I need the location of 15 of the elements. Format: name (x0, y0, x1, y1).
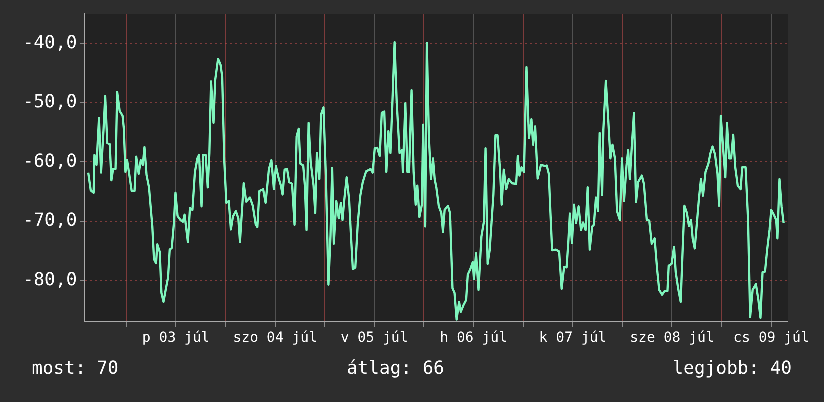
y-tick-label: -50,0 (22, 92, 78, 113)
x-tick-label: p 03 júl (142, 330, 210, 346)
x-tick-label: k 07 júl (539, 330, 607, 346)
x-tick-label: v 05 júl (340, 330, 408, 346)
y-tick-label: -60,0 (22, 150, 78, 172)
y-tick-label: -70,0 (22, 210, 78, 232)
x-tick-label: sze 08 júl (630, 330, 714, 346)
text: legjobb: 40 (672, 358, 792, 379)
x-tick-label: szo 04 júl (233, 330, 318, 346)
x-tick-label: h 06 júl (440, 330, 508, 346)
text: most: 70 (32, 358, 119, 379)
text: átlag: 66 (346, 358, 445, 379)
y-tick-label: -40,0 (22, 32, 78, 54)
y-tick-label: -80,0 (22, 269, 78, 290)
x-tick-label: cs 09 júl (734, 330, 810, 346)
